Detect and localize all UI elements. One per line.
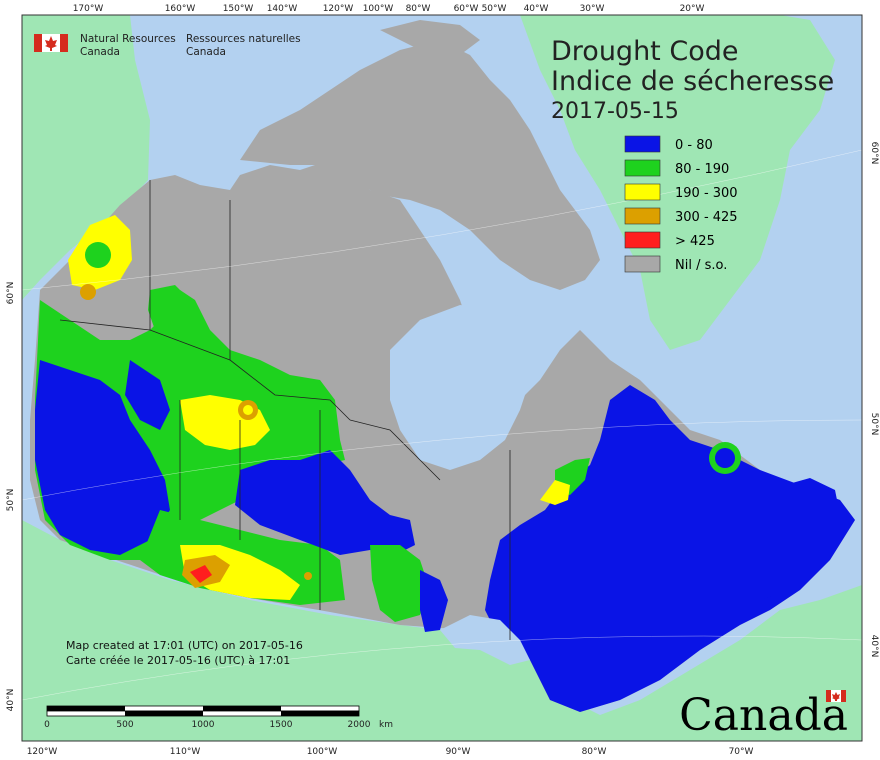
agency-signature: Natural Resources Canada Ressources natu… [34, 33, 301, 58]
credit-line2: Carte créée le 2017-05-16 (UTC) à 17:01 [66, 654, 290, 667]
top-tick-label: 30°W [580, 4, 605, 14]
agency-fr-line2: Canada [186, 46, 226, 58]
provincial-boundaries [59, 180, 511, 640]
bottom-tick-label: 90°W [446, 747, 471, 757]
credit-line1: Map created at 17:01 (UTC) on 2017-05-16 [66, 639, 303, 652]
legend-label: > 425 [675, 234, 715, 249]
left-tick-label: 40°N [6, 689, 16, 712]
bottom-tick-label: 120°W [27, 747, 58, 757]
top-tick-label: 40°W [524, 4, 549, 14]
graticule [21, 149, 863, 701]
legend-swatch [624, 159, 661, 177]
top-tick-label: 160°W [165, 4, 196, 14]
yukon-low-spot [85, 242, 111, 268]
scale-label: 1000 [192, 720, 215, 730]
bottom-tick-label: 110°W [170, 747, 201, 757]
manitoba-low-zone [235, 450, 415, 555]
map-title: Drought Code Indice de sécheresse 2017-0… [551, 36, 834, 124]
right-tick-label: 40°N [869, 635, 879, 658]
legend: 0 - 80 80 - 190 190 - 300 300 - 425 > 425 Nil… [624, 135, 738, 273]
ontario-low-zone [420, 570, 448, 632]
title-line1: Drought Code [551, 36, 738, 67]
alberta-low-zone [125, 360, 170, 430]
legend-swatch [624, 207, 661, 225]
arctic-islands [240, 40, 600, 290]
title-line2: Indice de sécheresse [551, 66, 834, 97]
scale-label: 0 [44, 720, 50, 730]
ontario-moderate-zone [370, 545, 430, 622]
quebec-high-zone [540, 480, 570, 505]
legend-label: 0 - 80 [675, 138, 713, 153]
legend-label: 80 - 190 [675, 162, 729, 177]
top-tick-label: 100°W [363, 4, 394, 14]
maritimes-low [740, 560, 800, 600]
legend-swatch [624, 183, 661, 201]
scale-label: 2000 [348, 720, 371, 730]
agency-en-line1: Natural Resources [80, 33, 176, 45]
scale-label: 1500 [270, 720, 293, 730]
legend-label: Nil / s.o. [675, 258, 727, 273]
bottom-tick-label: 100°W [307, 747, 338, 757]
legend-label: 190 - 300 [675, 186, 738, 201]
hudson-bay [390, 305, 530, 470]
left-tick-label: 50°N [6, 489, 16, 512]
extreme-spot [190, 565, 212, 583]
scale-label: 500 [116, 720, 133, 730]
newfoundland-low [785, 478, 840, 525]
great-lakes [440, 615, 530, 665]
top-tick-label: 20°W [680, 4, 705, 14]
left-tick-labels: 60°N 50°N 40°N [6, 282, 16, 712]
top-tick-labels: 170°W 160°W 150°W 140°W 120°W 100°W 80°W… [73, 4, 705, 14]
agency-fr-line1: Ressources naturelles [186, 33, 301, 45]
arctic-island-small [380, 20, 480, 55]
bc-low-zone [35, 360, 170, 555]
hudson-strait [500, 290, 600, 330]
top-tick-label: 120°W [323, 4, 354, 14]
nwt-moderate-zone [148, 285, 200, 345]
top-tick-label: 50°W [482, 4, 507, 14]
wordmark-flag-icon [826, 690, 846, 702]
labrador-low-spot [715, 448, 735, 468]
prairie-high-spot [243, 405, 253, 415]
legend-swatch [624, 255, 661, 273]
east-low-zone [485, 385, 855, 712]
right-tick-label: 60°N [869, 142, 879, 165]
right-tick-labels: 60°N 50°N 40°N [869, 142, 879, 658]
map-frame [21, 14, 863, 742]
alaska-land [22, 15, 150, 300]
top-tick-label: 140°W [267, 4, 298, 14]
wordmark-text: Canada [679, 690, 848, 741]
greenland-land [520, 15, 835, 350]
legend-swatch [624, 231, 661, 249]
title-date: 2017-05-15 [551, 99, 679, 124]
right-tick-label: 50°N [869, 413, 879, 436]
canada-wordmark: Canada [679, 690, 848, 741]
top-tick-label: 60°W [454, 4, 479, 14]
bottom-tick-label: 80°W [582, 747, 607, 757]
legend-label: 300 - 425 [675, 210, 738, 225]
agency-en-line2: Canada [80, 46, 120, 58]
scale-bar: 0 500 1000 1500 2000 km [44, 705, 393, 730]
yukon-very-high-spot [80, 284, 96, 300]
canada-flag-icon [34, 34, 68, 52]
bottom-tick-labels: 120°W 110°W 100°W 90°W 80°W 70°W [27, 747, 754, 757]
top-tick-label: 80°W [406, 4, 431, 14]
left-tick-label: 60°N [6, 282, 16, 305]
legend-swatch [624, 135, 661, 153]
top-tick-label: 170°W [73, 4, 104, 14]
manitoba-very-high-spot [304, 572, 312, 580]
bottom-tick-label: 70°W [729, 747, 754, 757]
top-tick-label: 150°W [223, 4, 254, 14]
scale-unit: km [379, 720, 393, 730]
